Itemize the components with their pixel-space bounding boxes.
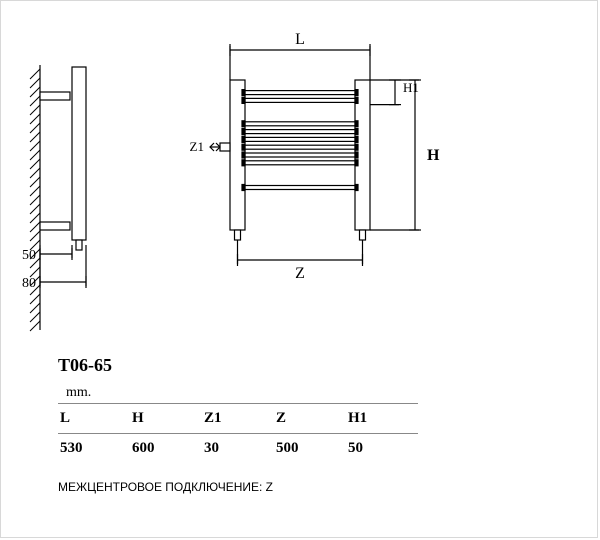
col-header: Z1 [202, 404, 274, 434]
dimensions-table-wrap: mm. LHZ1ZH1 5306003050050 [58, 385, 418, 463]
technical-diagram: 50 80 L H H1 Z Z1 [0, 0, 600, 350]
svg-text:Z1: Z1 [190, 139, 204, 154]
table-cell: 30 [202, 434, 274, 464]
svg-text:80: 80 [22, 276, 36, 291]
table-cell: 530 [58, 434, 130, 464]
col-header: H [130, 404, 202, 434]
col-header: Z [274, 404, 346, 434]
svg-text:H1: H1 [403, 80, 419, 95]
table-cell: 500 [274, 434, 346, 464]
svg-text:H: H [427, 147, 440, 164]
svg-text:50: 50 [22, 248, 36, 263]
col-header: H1 [346, 404, 418, 434]
table-cell: 50 [346, 434, 418, 464]
col-header: L [58, 404, 130, 434]
model-number: T06-65 [58, 355, 112, 376]
table-row: 5306003050050 [58, 434, 418, 464]
connection-note: МЕЖЦЕНТРОВОЕ ПОДКЛЮЧЕНИЕ: Z [58, 480, 273, 494]
svg-text:L: L [295, 31, 305, 48]
svg-text:Z: Z [295, 265, 305, 282]
table-cell: 600 [130, 434, 202, 464]
unit-label: mm. [58, 385, 418, 401]
dimensions-table: LHZ1ZH1 5306003050050 [58, 403, 418, 463]
